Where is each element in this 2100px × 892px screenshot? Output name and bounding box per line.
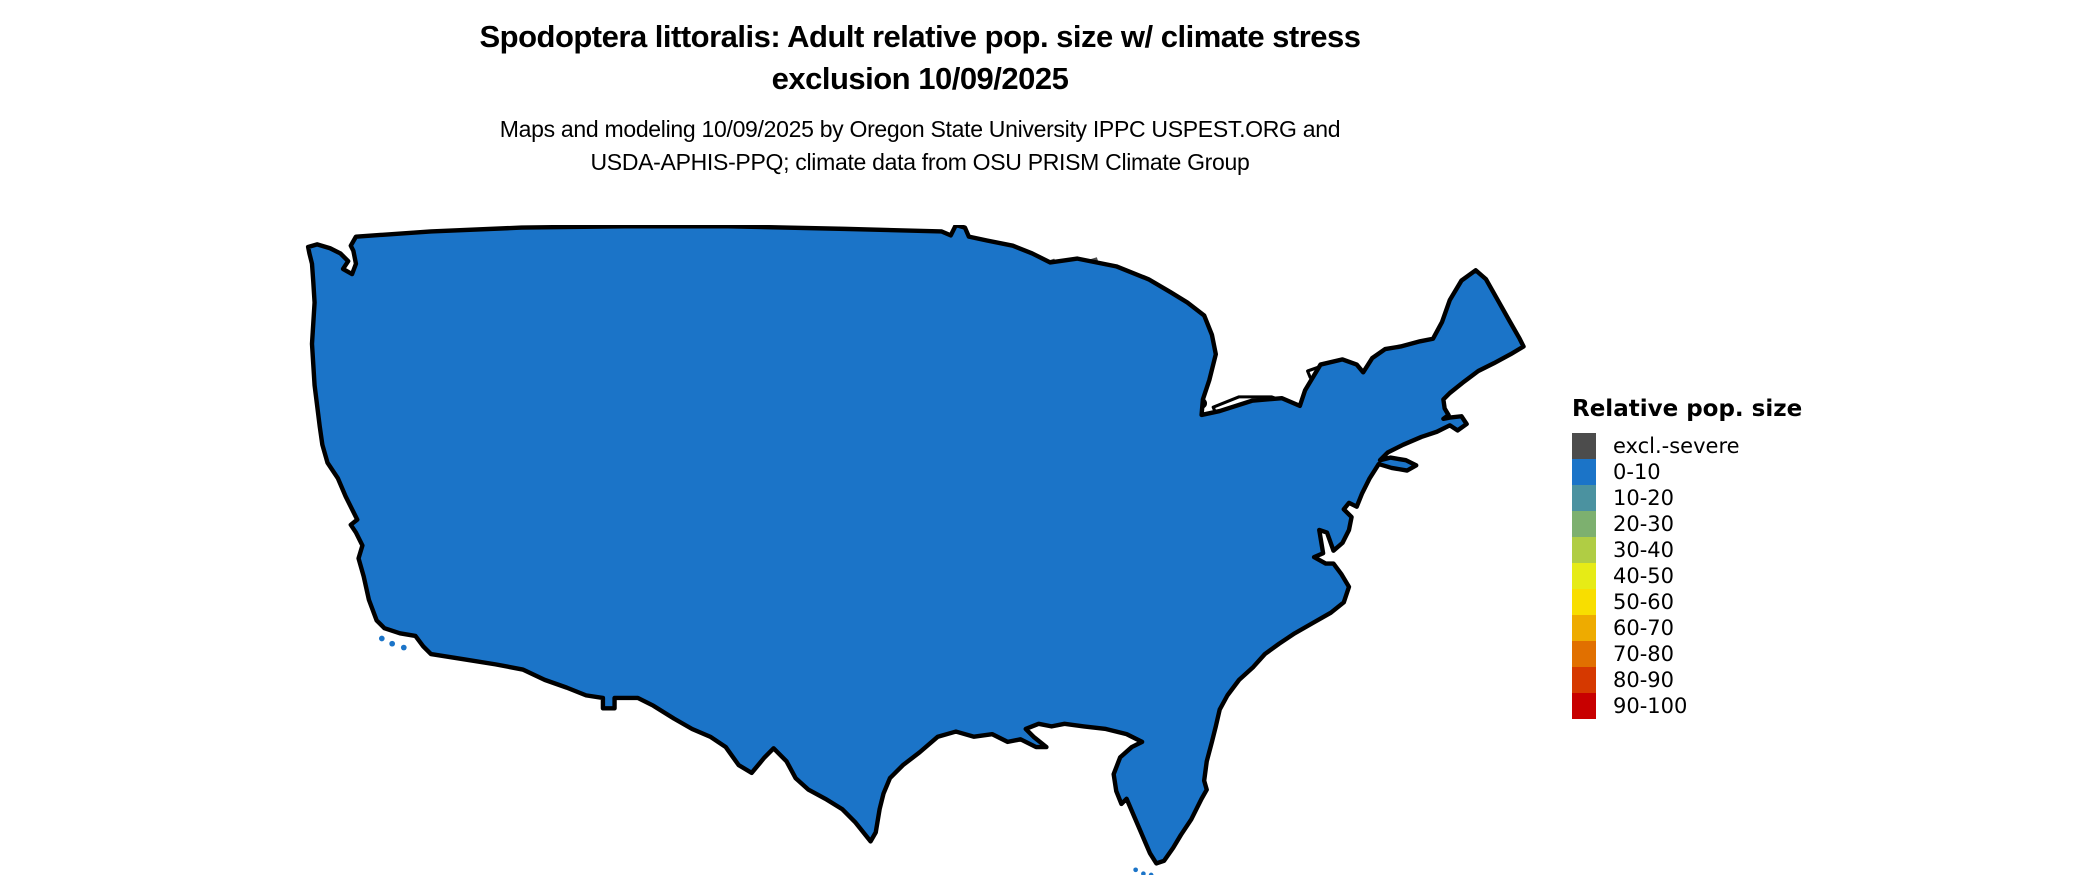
legend-entry: 70-80 (1572, 641, 1802, 667)
page-title: Spodoptera littoralis: Adult relative po… (0, 16, 1840, 100)
legend-label: 60-70 (1613, 616, 1675, 640)
legend-entry: 60-70 (1572, 615, 1802, 641)
legend-swatch (1572, 459, 1596, 485)
legend-label: 80-90 (1613, 668, 1675, 692)
legend-label: 70-80 (1613, 642, 1675, 666)
legend-entries: excl.-severe 0-10 10-20 20-30 30-40 40-50 50-6… (1572, 433, 1802, 719)
legend-label: excl.-severe (1613, 434, 1740, 458)
legend-entry: 10-20 (1572, 485, 1802, 511)
florida-key (1133, 867, 1138, 873)
channel-island (378, 635, 385, 642)
legend-swatch (1572, 563, 1596, 589)
legend-label: 50-60 (1613, 590, 1675, 614)
legend-label: 0-10 (1613, 460, 1661, 484)
legend-swatch (1572, 693, 1596, 719)
legend-entry: 0-10 (1572, 459, 1802, 485)
legend-label: 40-50 (1613, 564, 1675, 588)
legend-swatch (1572, 589, 1596, 615)
legend-entry: 40-50 (1572, 563, 1802, 589)
conus-map-svg (237, 225, 1530, 875)
legend-label: 90-100 (1613, 694, 1688, 718)
legend-swatch (1572, 537, 1596, 563)
us-distribution-map (237, 225, 1530, 875)
legend-label: 30-40 (1613, 538, 1675, 562)
legend-swatch (1572, 511, 1596, 537)
channel-island (400, 644, 407, 651)
florida-key (1141, 871, 1146, 875)
map-legend: Relative pop. size excl.-severe 0-10 10-20… (1572, 396, 1802, 719)
legend-swatch (1572, 667, 1596, 693)
legend-swatch (1572, 433, 1596, 459)
legend-label: 20-30 (1613, 512, 1675, 536)
legend-label: 10-20 (1613, 486, 1675, 510)
legend-swatch (1572, 641, 1596, 667)
legend-swatch (1572, 485, 1596, 511)
subtitle-line-1: Maps and modeling 10/09/2025 by Oregon S… (499, 116, 1341, 142)
national-border-outline (308, 225, 1523, 863)
legend-title: Relative pop. size (1572, 396, 1803, 422)
page-subtitle: Maps and modeling 10/09/2025 by Oregon S… (0, 113, 1840, 179)
florida-key (1148, 872, 1154, 875)
legend-entry: 50-60 (1572, 589, 1802, 615)
legend-entry: 90-100 (1572, 693, 1802, 719)
title-line-1: Spodoptera littoralis: Adult relative po… (479, 19, 1361, 54)
legend-swatch (1572, 615, 1596, 641)
legend-entry: 30-40 (1572, 537, 1802, 563)
map-header: Spodoptera littoralis: Adult relative po… (0, 16, 1840, 179)
legend-entry: excl.-severe (1572, 433, 1802, 459)
legend-entry: 80-90 (1572, 667, 1802, 693)
legend-entry: 20-30 (1572, 511, 1802, 537)
channel-island (389, 640, 396, 647)
title-line-2: exclusion 10/09/2025 (771, 61, 1069, 96)
subtitle-line-2: USDA-APHIS-PPQ; climate data from OSU PR… (590, 149, 1250, 175)
